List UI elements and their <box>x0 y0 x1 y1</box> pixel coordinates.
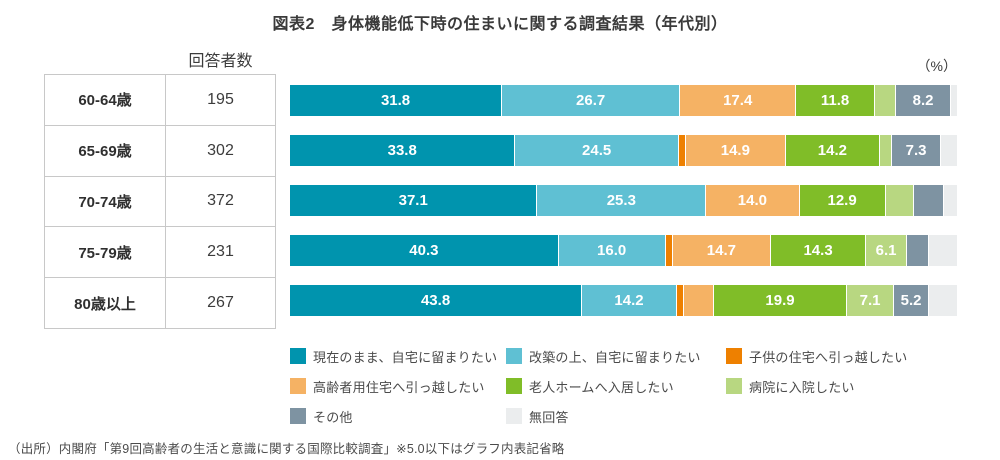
table-row: 60-64歳 195 <box>45 75 275 126</box>
bar-segment: 14.7 <box>672 235 771 266</box>
bar-segment <box>928 235 957 266</box>
table-row: 80歳以上 267 <box>45 278 275 328</box>
bar-segment: 31.8 <box>290 85 503 116</box>
bar-segment: 40.3 <box>290 235 559 266</box>
bar-row: 43.8 14.2 19.9 7.1 5.2 <box>290 285 957 316</box>
bar-segment <box>678 135 687 166</box>
legend-item: 高齢者用住宅へ引っ越したい <box>290 371 506 401</box>
legend-item: 子供の住宅へ引っ越したい <box>726 341 962 371</box>
stacked-bar-chart: 31.8 26.7 17.4 11.8 8.2 33.8 24.5 14.9 14.2 7.3 37… <box>290 85 957 335</box>
bar-segment: 7.3 <box>892 135 941 166</box>
legend-label: 改築の上、自宅に留まりたい <box>529 349 701 365</box>
bar-segment <box>928 285 957 316</box>
legend-label: 無回答 <box>529 409 569 425</box>
bar-segment: 14.9 <box>686 135 786 166</box>
age-group-label: 65-69歳 <box>45 125 166 176</box>
bar-segment: 7.1 <box>846 285 895 316</box>
legend-swatch <box>506 408 522 424</box>
bar-segment <box>885 185 914 216</box>
bar-segment: 12.9 <box>799 185 886 216</box>
legend-item: 老人ホームへ入居したい <box>506 371 726 401</box>
bar-segment: 17.4 <box>680 85 797 116</box>
respondent-count-value: 302 <box>207 141 234 159</box>
bar-segment <box>913 185 944 216</box>
bar-segment: 11.8 <box>796 85 875 116</box>
respondent-table: 60-64歳 195 65-69歳 302 70-74歳 372 75-79歳 231 80歳以… <box>44 74 276 329</box>
bar-segment: 33.8 <box>290 135 516 166</box>
bar-segment: 8.2 <box>896 85 951 116</box>
bar-row: 33.8 24.5 14.9 14.2 7.3 <box>290 135 957 166</box>
chart-title: 図表2 身体機能低下時の住まいに関する調査結果（年代別） <box>272 16 728 33</box>
bar-segment <box>880 135 893 166</box>
legend: 現在のまま、自宅に留まりたい 改築の上、自宅に留まりたい 子供の住宅へ引っ越したい高… <box>290 341 962 431</box>
table-row: 65-69歳 302 <box>45 125 275 177</box>
bar-segment <box>906 235 929 266</box>
bar-segment: 25.3 <box>537 185 707 216</box>
bar-segment <box>950 85 957 116</box>
legend-item: 改築の上、自宅に留まりたい <box>506 341 726 371</box>
respondent-count-value: 372 <box>207 192 234 210</box>
legend-item: 病院に入院したい <box>726 371 962 401</box>
respondent-count-header: 回答者数 <box>188 53 253 70</box>
bar-segment <box>665 235 673 266</box>
legend-swatch <box>290 378 306 394</box>
age-group-label: 80歳以上 <box>45 278 166 328</box>
legend-swatch <box>290 348 306 364</box>
legend-label: 子供の住宅へ引っ越したい <box>749 349 908 365</box>
bar-segment: 26.7 <box>502 85 681 116</box>
percent-unit-label: （%） <box>916 58 957 74</box>
bar-row: 40.3 16.0 14.7 14.3 6.1 <box>290 235 957 266</box>
bar-segment: 5.2 <box>894 285 929 316</box>
bar-row: 31.8 26.7 17.4 11.8 8.2 <box>290 85 957 116</box>
bar-segment: 14.0 <box>706 185 800 216</box>
bar-segment <box>943 185 957 216</box>
legend-swatch <box>290 408 306 424</box>
bar-segment: 19.9 <box>714 285 847 316</box>
bar-segment: 43.8 <box>290 285 583 316</box>
legend-swatch <box>506 378 522 394</box>
legend-label: 現在のまま、自宅に留まりたい <box>313 349 498 365</box>
legend-item: その他 <box>290 401 506 431</box>
bar-segment <box>940 135 957 166</box>
legend-label: 高齢者用住宅へ引っ越したい <box>313 379 485 395</box>
age-group-label: 70-74歳 <box>45 176 166 227</box>
legend-label: その他 <box>313 409 353 425</box>
bar-segment <box>874 85 897 116</box>
bar-segment: 24.5 <box>515 135 679 166</box>
bar-row: 37.1 25.3 14.0 12.9 <box>290 185 957 216</box>
source-note: （出所）内閣府「第9回高齢者の生活と意識に関する国際比較調査」※5.0以下はグラ… <box>8 442 565 456</box>
bar-segment: 14.2 <box>582 285 677 316</box>
bar-segment: 14.3 <box>770 235 867 266</box>
respondent-count-value: 231 <box>207 243 234 261</box>
legend-swatch <box>726 348 742 364</box>
legend-swatch <box>726 378 742 394</box>
bar-segment <box>683 285 715 316</box>
table-row: 70-74歳 372 <box>45 176 275 228</box>
age-group-label: 60-64歳 <box>45 75 166 125</box>
respondent-count-value: 267 <box>207 294 234 312</box>
bar-segment: 16.0 <box>558 235 666 266</box>
bar-segment: 37.1 <box>290 185 538 216</box>
table-row: 75-79歳 231 <box>45 227 275 279</box>
bar-segment: 6.1 <box>866 235 907 266</box>
bar-segment <box>676 285 684 316</box>
legend-label: 病院に入院したい <box>749 379 855 395</box>
respondent-count-value: 195 <box>207 90 234 108</box>
legend-item: 無回答 <box>506 401 726 431</box>
legend-item: 現在のまま、自宅に留まりたい <box>290 341 506 371</box>
legend-swatch <box>506 348 522 364</box>
legend-label: 老人ホームへ入居したい <box>529 379 674 395</box>
bar-segment: 14.2 <box>785 135 881 166</box>
age-group-label: 75-79歳 <box>45 227 166 278</box>
